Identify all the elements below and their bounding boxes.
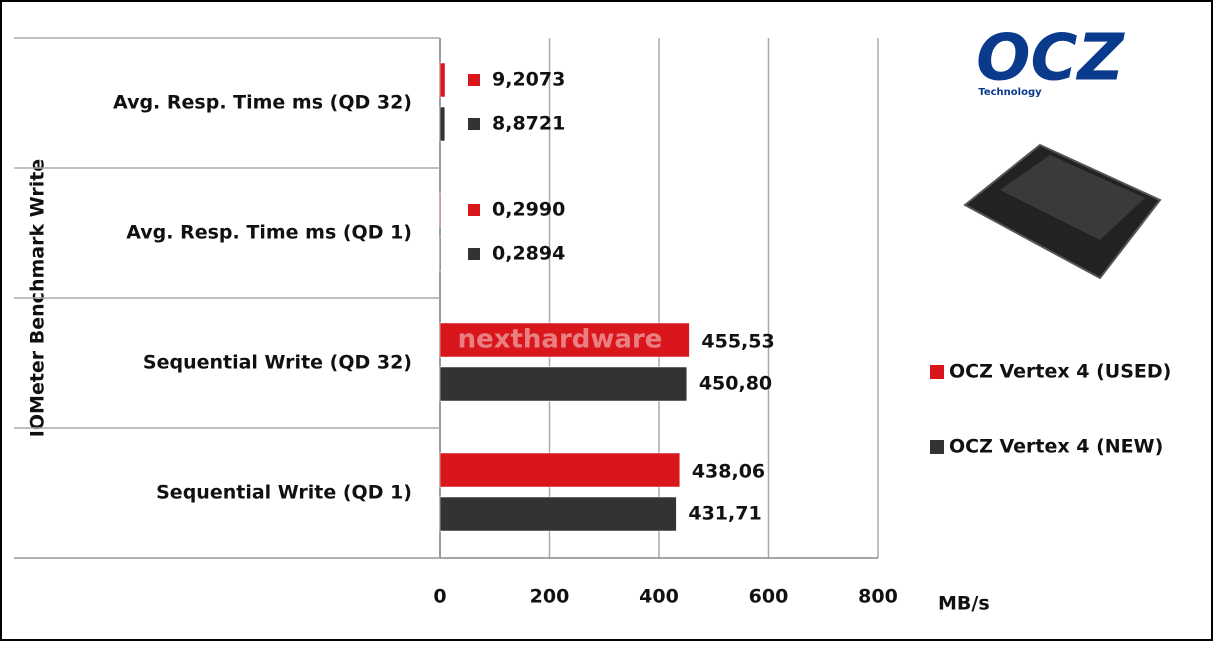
data-label: 455,53 [701,331,774,353]
x-tick-label: 800 [858,586,898,608]
legend-swatch [930,440,944,454]
label-key [468,118,480,130]
bar [439,452,681,488]
brand-logo: OCZ [976,22,1125,96]
bar [439,496,677,532]
y-tick-label: Avg. Resp. Time ms (QD 32) [113,92,412,114]
data-label: 450,80 [699,373,772,395]
bar [439,322,690,358]
x-axis-label: MB/s [938,593,990,615]
label-key [468,204,480,216]
x-tick-label: 0 [433,586,446,608]
data-label: 438,06 [692,461,765,483]
y-tick-label: Avg. Resp. Time ms (QD 1) [126,222,412,244]
legend-swatch [930,365,944,379]
y-tick-label: Sequential Write (QD 32) [143,352,412,374]
data-label: 0,2990 [492,199,565,221]
data-label: 9,2073 [492,69,565,91]
label-key [468,248,480,260]
bar [439,192,442,228]
legend-label: OCZ Vertex 4 (USED) [949,361,1171,383]
bar [439,236,442,272]
brand-subtitle: Technology [978,87,1042,98]
data-label: 0,2894 [492,243,565,265]
ssd-image [963,143,1162,280]
y-tick-label: Sequential Write (QD 1) [156,482,412,504]
bar [439,366,688,402]
data-label: 431,71 [688,503,761,525]
watermark: nexthardware [458,325,663,355]
x-tick-label: 400 [639,586,679,608]
data-label: 8,8721 [492,113,565,135]
bar [439,106,446,142]
legend-label: OCZ Vertex 4 (NEW) [949,436,1163,458]
x-tick-label: 600 [749,586,789,608]
bar [439,62,446,98]
x-tick-label: 200 [530,586,570,608]
label-key [468,74,480,86]
